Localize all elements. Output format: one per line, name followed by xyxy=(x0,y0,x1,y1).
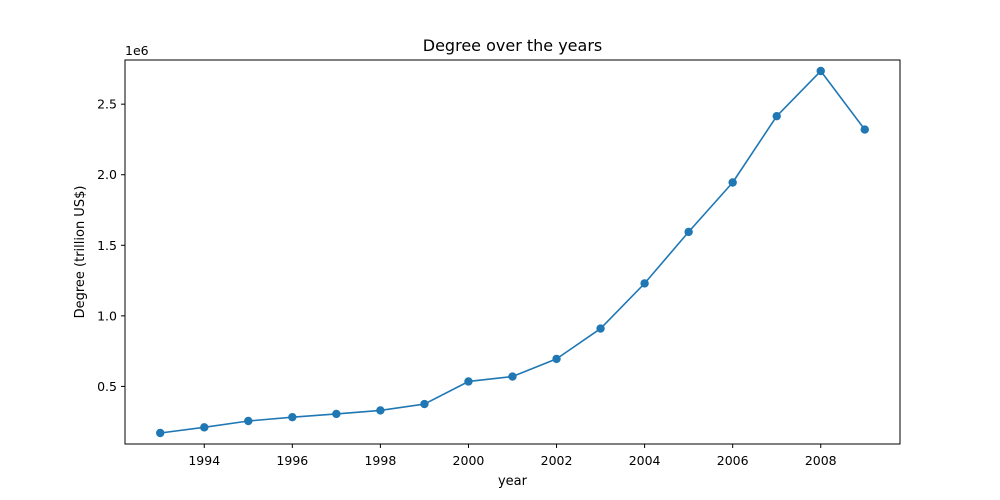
series-layer xyxy=(156,66,869,438)
x-tick-label: 1994 xyxy=(188,453,220,468)
x-tick-label: 2000 xyxy=(453,453,485,468)
data-point xyxy=(772,111,781,121)
data-point xyxy=(288,412,297,422)
y-axis-ticks: 0.5 1.0 1.5 2.0 2.5 xyxy=(97,97,125,394)
chart-title: Degree over the years xyxy=(423,36,602,55)
x-tick-label: 2002 xyxy=(541,453,573,468)
data-point xyxy=(332,409,341,419)
y-tick-label: 2.0 xyxy=(97,167,117,182)
x-axis-ticks: 1994 1996 1998 2000 2002 2004 2006 2008 xyxy=(188,444,837,468)
data-point xyxy=(156,428,165,438)
plot-area-frame xyxy=(124,59,901,445)
data-point xyxy=(464,377,473,386)
data-point xyxy=(684,227,693,237)
y-tick-label: 0.5 xyxy=(97,379,117,394)
y-tick-label: 1.0 xyxy=(97,308,117,323)
data-point xyxy=(420,399,429,409)
y-axis-label: Degree (trillion US$) xyxy=(73,186,88,319)
data-point xyxy=(596,324,605,333)
x-tick-label: 2008 xyxy=(805,453,837,468)
data-point xyxy=(640,279,649,288)
x-tick-label: 1996 xyxy=(276,453,308,468)
y-tick-label: 2.5 xyxy=(97,97,117,112)
x-tick-label: 1998 xyxy=(364,453,396,468)
data-point xyxy=(552,354,561,364)
data-point xyxy=(816,66,825,76)
x-tick-label: 2004 xyxy=(629,453,661,468)
data-point xyxy=(376,406,385,415)
data-point xyxy=(200,423,209,432)
x-tick-label: 2006 xyxy=(717,453,749,468)
data-point xyxy=(728,178,737,187)
y-axis-offset-text: 1e6 xyxy=(125,43,149,58)
data-point xyxy=(244,416,253,426)
data-point xyxy=(508,372,517,381)
y-tick-label: 1.5 xyxy=(97,238,117,253)
data-point xyxy=(860,125,869,134)
x-axis-label: year xyxy=(498,474,528,489)
